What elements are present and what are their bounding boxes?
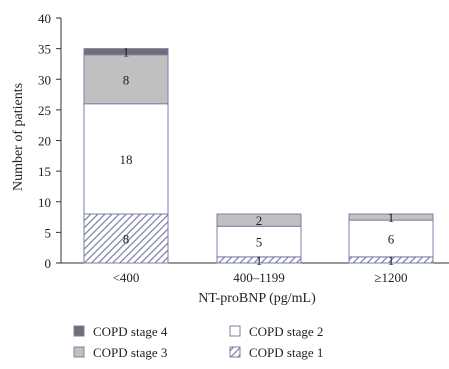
x-tick-label: ≥1200	[374, 270, 407, 285]
y-tick-label: 25	[38, 103, 51, 118]
data-label: 18	[120, 152, 133, 167]
legend-label: COPD stage 4	[93, 324, 168, 339]
bar-segment-1-1	[83, 213, 169, 264]
legend-swatch	[229, 325, 241, 337]
data-labels: 8 18 8 1 1 5 2 1 6 1	[120, 45, 395, 268]
data-label: 1	[388, 210, 395, 225]
data-label: 1	[256, 253, 263, 268]
data-label: 6	[388, 232, 395, 247]
legend: COPD stage 4 COPD stage 2 COPD stage 3 COPD…	[73, 324, 323, 360]
data-label: 1	[388, 253, 395, 268]
y-tick-label: 5	[45, 225, 52, 240]
y-axis-label: Number of patients	[11, 83, 26, 191]
bar-segment-2-2	[216, 225, 302, 258]
y-tick-label: 0	[45, 256, 52, 271]
legend-label: COPD stage 1	[249, 345, 323, 360]
y-tick-label: 40	[38, 11, 51, 26]
legend-swatch	[73, 346, 85, 358]
y-tick-label: 35	[38, 42, 51, 57]
bars	[83, 48, 434, 264]
data-label: 8	[123, 232, 130, 247]
y-tick-label: 20	[38, 134, 51, 149]
legend-swatch	[229, 346, 241, 358]
legend-label: COPD stage 3	[93, 345, 167, 360]
bar-segment-3-2	[216, 213, 302, 227]
x-tick-label: 400–1199	[233, 270, 285, 285]
data-label: 1	[123, 45, 130, 60]
x-axis-label: NT-proBNP (pg/mL)	[198, 291, 316, 306]
legend-label: COPD stage 2	[249, 324, 323, 339]
data-label: 5	[256, 235, 263, 250]
y-tick-label: 30	[38, 72, 51, 87]
y-tick-label: 15	[38, 164, 51, 179]
y-tick-label: 10	[38, 195, 51, 210]
data-label: 8	[123, 72, 130, 87]
legend-swatch	[73, 325, 85, 337]
data-label: 2	[256, 213, 263, 228]
bar-segment-4-1	[83, 48, 169, 56]
bar-segment-3-3	[348, 213, 434, 221]
x-tick-label: <400	[113, 270, 140, 285]
